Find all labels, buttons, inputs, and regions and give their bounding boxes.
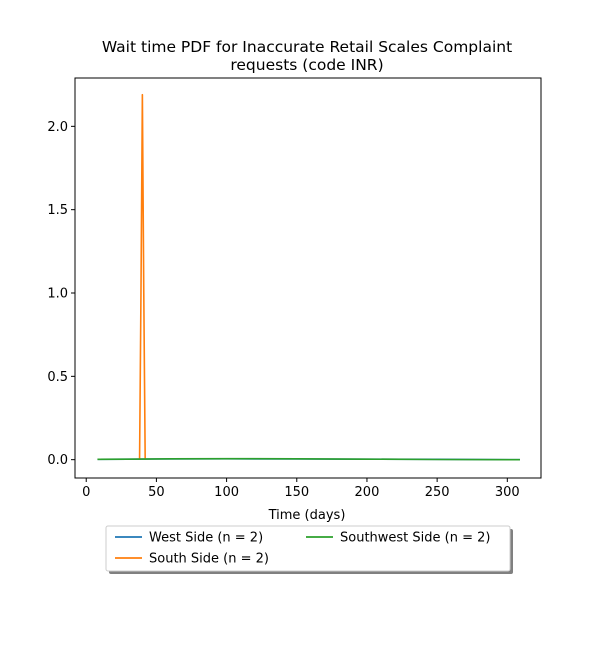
y-tick-label: 2.0 <box>47 120 68 135</box>
x-axis-label: Time (days) <box>268 508 346 523</box>
y-tick-label: 0.0 <box>47 453 68 468</box>
x-tick-label: 50 <box>148 485 165 500</box>
chart-title-line-2: requests (code INR) <box>230 56 383 74</box>
x-tick-label: 250 <box>425 485 450 500</box>
legend: West Side (n = 2) South Side (n = 2) South… <box>105 525 513 574</box>
x-axis: 0 50 100 150 200 250 300 <box>82 478 520 500</box>
x-tick-label: 0 <box>82 485 90 500</box>
x-tick-label: 150 <box>284 485 309 500</box>
chart-title-line-1: Wait time PDF for Inaccurate Retail Scal… <box>102 38 512 56</box>
y-tick-label: 1.0 <box>47 287 68 302</box>
series-line-2 <box>97 457 520 461</box>
legend-label-2: Southwest Side (n = 2) <box>340 531 490 546</box>
legend-label-1: South Side (n = 2) <box>149 552 269 567</box>
x-tick-label: 100 <box>214 485 239 500</box>
y-tick-label: 1.5 <box>47 203 68 218</box>
y-tick-label: 0.5 <box>47 370 68 385</box>
series-layer <box>97 93 520 461</box>
plot-frame <box>74 77 542 479</box>
legend-label-0: West Side (n = 2) <box>149 531 263 546</box>
x-tick-label: 300 <box>495 485 520 500</box>
legend-entries: West Side (n = 2) South Side (n = 2) South… <box>115 531 490 567</box>
x-tick-label: 200 <box>355 485 380 500</box>
series-line-1 <box>138 93 146 460</box>
legend-box <box>105 525 511 572</box>
y-axis: 0.0 0.5 1.0 1.5 2.0 <box>47 120 75 468</box>
